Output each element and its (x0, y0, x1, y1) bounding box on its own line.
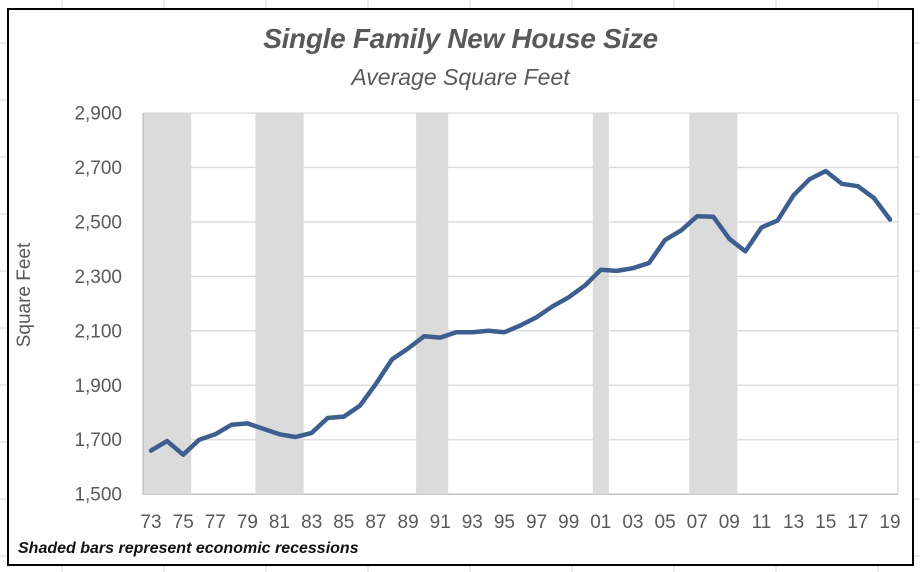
chart-title: Single Family New House Size (263, 23, 658, 54)
y-axis-title: Square Feet (14, 242, 35, 348)
footnote: Shaded bars represent economic recession… (18, 540, 359, 557)
chart-subtitle: Average Square Feet (351, 64, 570, 90)
chart-object[interactable] (7, 8, 914, 566)
